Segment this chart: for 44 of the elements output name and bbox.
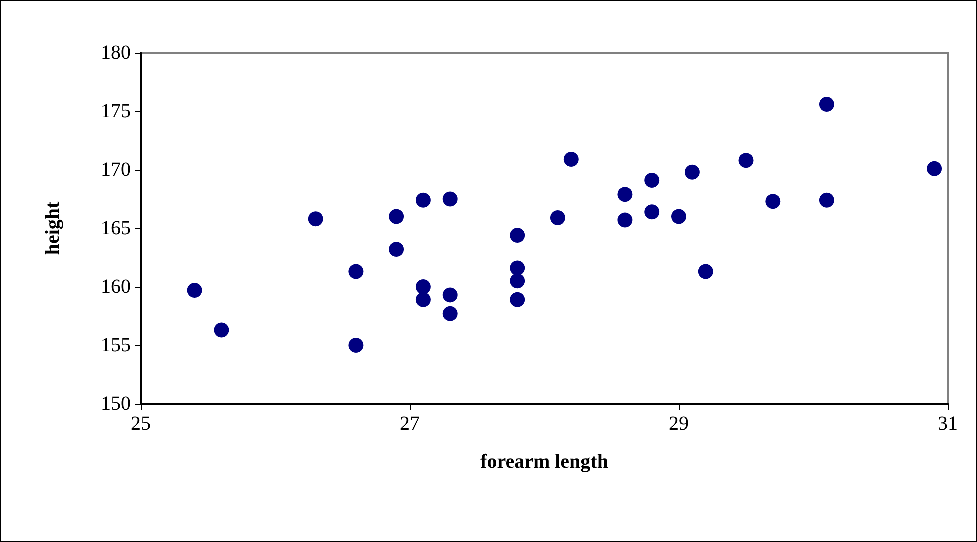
point [644,173,660,188]
y-tick-label: 160 [101,276,131,298]
point [442,288,458,303]
point [416,280,431,294]
point [644,204,660,220]
point [389,242,404,258]
point [550,210,566,226]
point [348,264,364,280]
point [187,283,202,298]
point [510,260,526,276]
point [510,292,526,308]
point [348,338,364,353]
point [442,192,458,207]
point [819,192,834,208]
x-axis-title: forearm length [480,451,608,473]
y-tick-label: 175 [101,100,131,122]
y-tick-label: 180 [101,42,131,64]
y-axis-title: height [42,201,64,256]
point [389,209,404,224]
point [618,212,633,228]
point [510,274,526,289]
x-tick-label: 27 [400,413,420,435]
point [510,228,526,244]
y-tick-label: 150 [101,393,131,415]
point [308,212,324,227]
point [684,164,700,180]
point [214,322,230,338]
point [442,306,458,322]
y-tick-label: 155 [101,334,131,356]
y-tick-label: 165 [101,218,131,240]
x-tick-label: 29 [669,413,689,435]
point [618,187,633,202]
point [564,152,579,167]
point [698,264,714,280]
point [927,161,942,176]
point [819,96,834,112]
x-tick-label: 25 [131,413,151,435]
x-tick-label: 31 [938,413,958,435]
point [672,209,686,224]
y-tick-label: 170 [101,159,131,181]
point [738,153,754,168]
point [766,194,781,210]
point [416,192,431,208]
point [416,292,431,308]
